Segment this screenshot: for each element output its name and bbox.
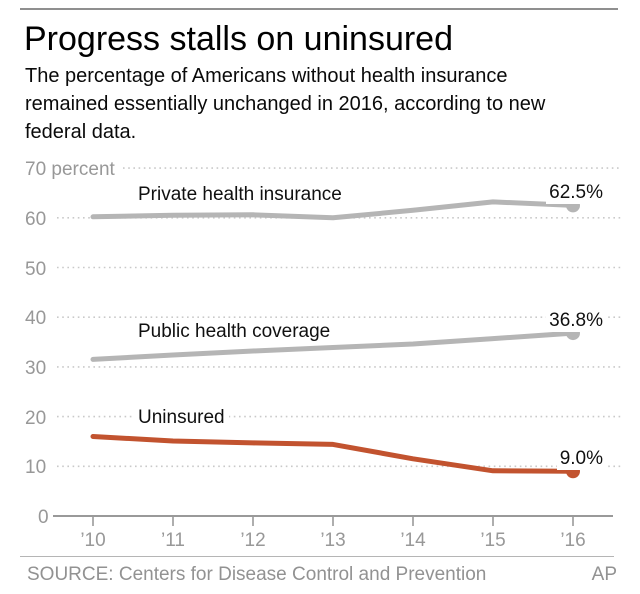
y-axis-label-0: 0 (38, 507, 49, 528)
y-axis-label-30: 30 (25, 357, 47, 379)
y-axis-label-70: 70 percent (25, 159, 115, 181)
series-label-private-health-insurance: Private health insurance (134, 183, 346, 206)
top-rule (20, 8, 618, 10)
x-axis-label-2015: ’15 (480, 530, 506, 551)
y-axis-label-10: 10 (25, 457, 47, 479)
x-axis-label-2014: ’14 (400, 530, 426, 551)
x-axis-label-2011: ’11 (161, 530, 185, 551)
value-label-uninsured: 9.0% (556, 447, 606, 471)
x-axis-label-2010: ’10 (80, 530, 106, 551)
series-line-private-health-insurance (90, 199, 576, 221)
subtitle-line: remained essentially unchanged in 2016, … (25, 93, 546, 115)
y-axis-label-50: 50 (25, 258, 47, 280)
series-label-public-health-coverage: Public health coverage (134, 320, 335, 343)
subtitle-line: federal data. (25, 121, 137, 143)
x-axis-label-2013: ’13 (320, 530, 346, 551)
chart-subtitle: The percentage of Americans without heal… (25, 62, 545, 146)
y-axis-label-40: 40 (25, 308, 47, 330)
x-axis-label-2016: ’16 (560, 530, 586, 551)
y-axis-label-20: 20 (25, 407, 47, 429)
subtitle-line: The percentage of Americans without heal… (25, 65, 508, 87)
source-credit: SOURCE: Centers for Disease Control and … (27, 564, 487, 585)
value-label-private-health-insurance: 62.5% (546, 181, 606, 205)
series-line-public-health-coverage (90, 330, 576, 362)
series-line-uninsured (90, 434, 576, 474)
series-label-uninsured: Uninsured (134, 406, 229, 429)
value-label-public-health-coverage: 36.8% (546, 309, 606, 333)
ap-credit: AP (591, 564, 617, 585)
y-axis-label-60: 60 (25, 208, 47, 230)
footer-divider (20, 556, 614, 557)
x-axis-label-2012: ’12 (240, 530, 266, 551)
page-title: Progress stalls on uninsured (24, 20, 454, 58)
